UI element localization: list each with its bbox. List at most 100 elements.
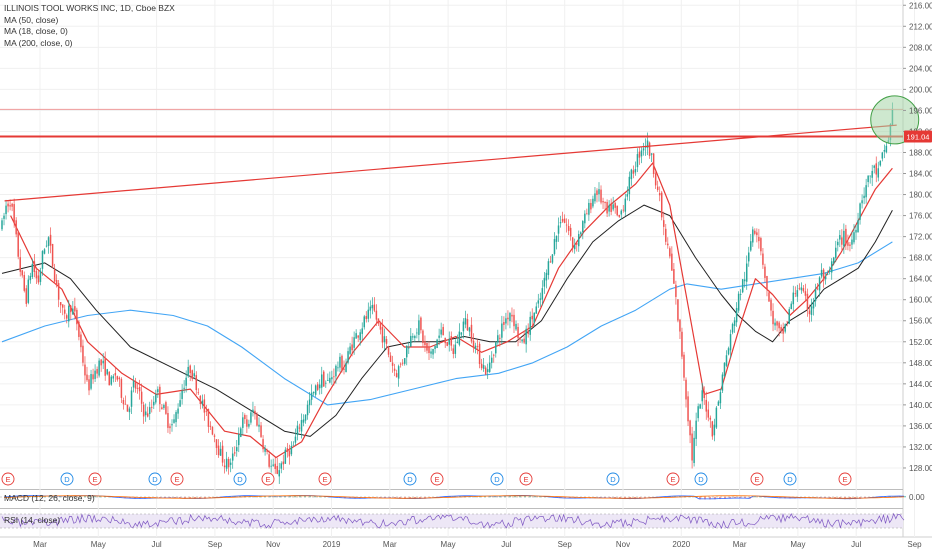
macd-histogram-bar xyxy=(239,495,241,498)
candle-body xyxy=(298,427,301,429)
candle-body xyxy=(211,426,214,435)
candle-body xyxy=(179,400,181,407)
candle-body xyxy=(501,323,503,338)
y-tick-label: 208.00 xyxy=(909,43,932,52)
candle-body xyxy=(270,465,272,467)
price-axis[interactable]: 128.00 132.00 136.00 140.00 144.00 148.00 152.… xyxy=(903,1,932,473)
candle-body xyxy=(717,401,720,406)
macd-histogram-bar xyxy=(289,495,291,498)
candle-body xyxy=(693,437,695,464)
candle-body xyxy=(312,391,315,394)
macd-histogram-bar xyxy=(104,496,106,498)
candle-body xyxy=(318,384,321,389)
candle-body xyxy=(640,150,643,157)
candle-body xyxy=(861,200,863,204)
macd-histogram-bar xyxy=(79,495,81,498)
candle-body xyxy=(78,321,80,337)
macd-histogram-bar xyxy=(99,495,101,498)
candle-body xyxy=(41,251,44,269)
event-marker-label: E xyxy=(754,475,759,484)
candle-body xyxy=(343,368,345,370)
candle-body xyxy=(665,228,667,242)
candle-body xyxy=(454,344,457,354)
candle-body xyxy=(94,370,96,379)
earnings-marker xyxy=(750,472,764,486)
candle-body xyxy=(292,444,295,446)
candle-body xyxy=(302,419,305,423)
candle-body xyxy=(490,357,493,363)
candle-body xyxy=(337,367,339,369)
candle-body xyxy=(802,288,805,292)
candle-body xyxy=(707,409,710,418)
candle-body xyxy=(610,203,612,212)
ma50-legend[interactable]: MA (50, close) xyxy=(4,14,59,25)
candlesticks[interactable] xyxy=(1,102,894,484)
candle-body xyxy=(606,202,608,214)
macd-histogram-bar xyxy=(314,495,316,498)
candle-body xyxy=(839,235,841,240)
time-axis[interactable]: Mar May Jul Sep Nov 2019 Mar May Jul Sep Nov 2020 Ma… xyxy=(33,540,922,549)
candle-body xyxy=(96,369,98,374)
candle-body xyxy=(509,313,511,322)
candle-body xyxy=(464,318,467,325)
macd-histogram-bar xyxy=(74,495,76,498)
event-marker-label: E xyxy=(434,475,439,484)
candle-body xyxy=(752,229,754,243)
candle-body xyxy=(725,355,728,366)
candle-body xyxy=(715,407,718,428)
candle-body xyxy=(124,403,127,405)
candle-body xyxy=(638,151,641,158)
candle-body xyxy=(391,362,394,366)
candle-body xyxy=(559,222,562,224)
candle-body xyxy=(27,279,30,303)
candle-body xyxy=(683,354,685,378)
macd-histogram-bar xyxy=(754,495,756,498)
candle-body xyxy=(236,447,238,452)
candle-body xyxy=(768,292,770,302)
candle-body xyxy=(296,425,299,436)
candle-body xyxy=(493,354,495,356)
candle-body xyxy=(401,362,404,364)
candle-body xyxy=(592,198,594,207)
candle-body xyxy=(582,221,584,233)
candle-body xyxy=(697,406,699,419)
candle-body xyxy=(434,345,436,350)
candle-body xyxy=(604,201,606,204)
ma18-legend[interactable]: MA (18, close, 0) xyxy=(4,26,68,36)
x-tick-label: 2020 xyxy=(672,540,690,549)
ma200-legend[interactable]: MA (200, close, 0) xyxy=(4,37,73,48)
candle-body xyxy=(735,307,738,323)
candle-body xyxy=(719,392,722,404)
candle-body xyxy=(531,315,533,320)
event-marker-label: D xyxy=(610,475,616,484)
candle-body xyxy=(375,310,378,320)
macd-label[interactable]: MACD (12, 26, close, 9) xyxy=(4,493,95,503)
candle-body xyxy=(584,213,586,224)
candle-body xyxy=(586,213,588,215)
candle-body xyxy=(201,400,204,405)
candle-body xyxy=(43,249,46,254)
candle-body xyxy=(227,458,230,468)
candle-body xyxy=(444,337,446,344)
dividend-marker xyxy=(490,472,504,486)
event-marker-label: E xyxy=(322,475,327,484)
candle-body xyxy=(727,348,730,355)
symbol-title[interactable]: ILLINOIS TOOL WORKS INC, 1D, Cboe BZX xyxy=(4,3,175,13)
candle-body xyxy=(669,248,671,257)
event-marker-label: D xyxy=(407,475,413,484)
candle-body xyxy=(620,210,623,215)
candle-body xyxy=(476,346,479,348)
rsi-label[interactable]: RSI (14, close) xyxy=(4,515,61,525)
y-tick-label: 144.00 xyxy=(909,380,932,389)
candle-body xyxy=(219,448,222,456)
candle-body xyxy=(371,305,374,309)
candle-body xyxy=(754,230,756,234)
candle-body xyxy=(157,389,159,393)
candle-body xyxy=(29,275,32,281)
macd-histogram-bar xyxy=(284,495,286,498)
x-tick-label: 2019 xyxy=(323,540,341,549)
drawings[interactable] xyxy=(0,95,920,202)
candle-body xyxy=(810,306,813,315)
